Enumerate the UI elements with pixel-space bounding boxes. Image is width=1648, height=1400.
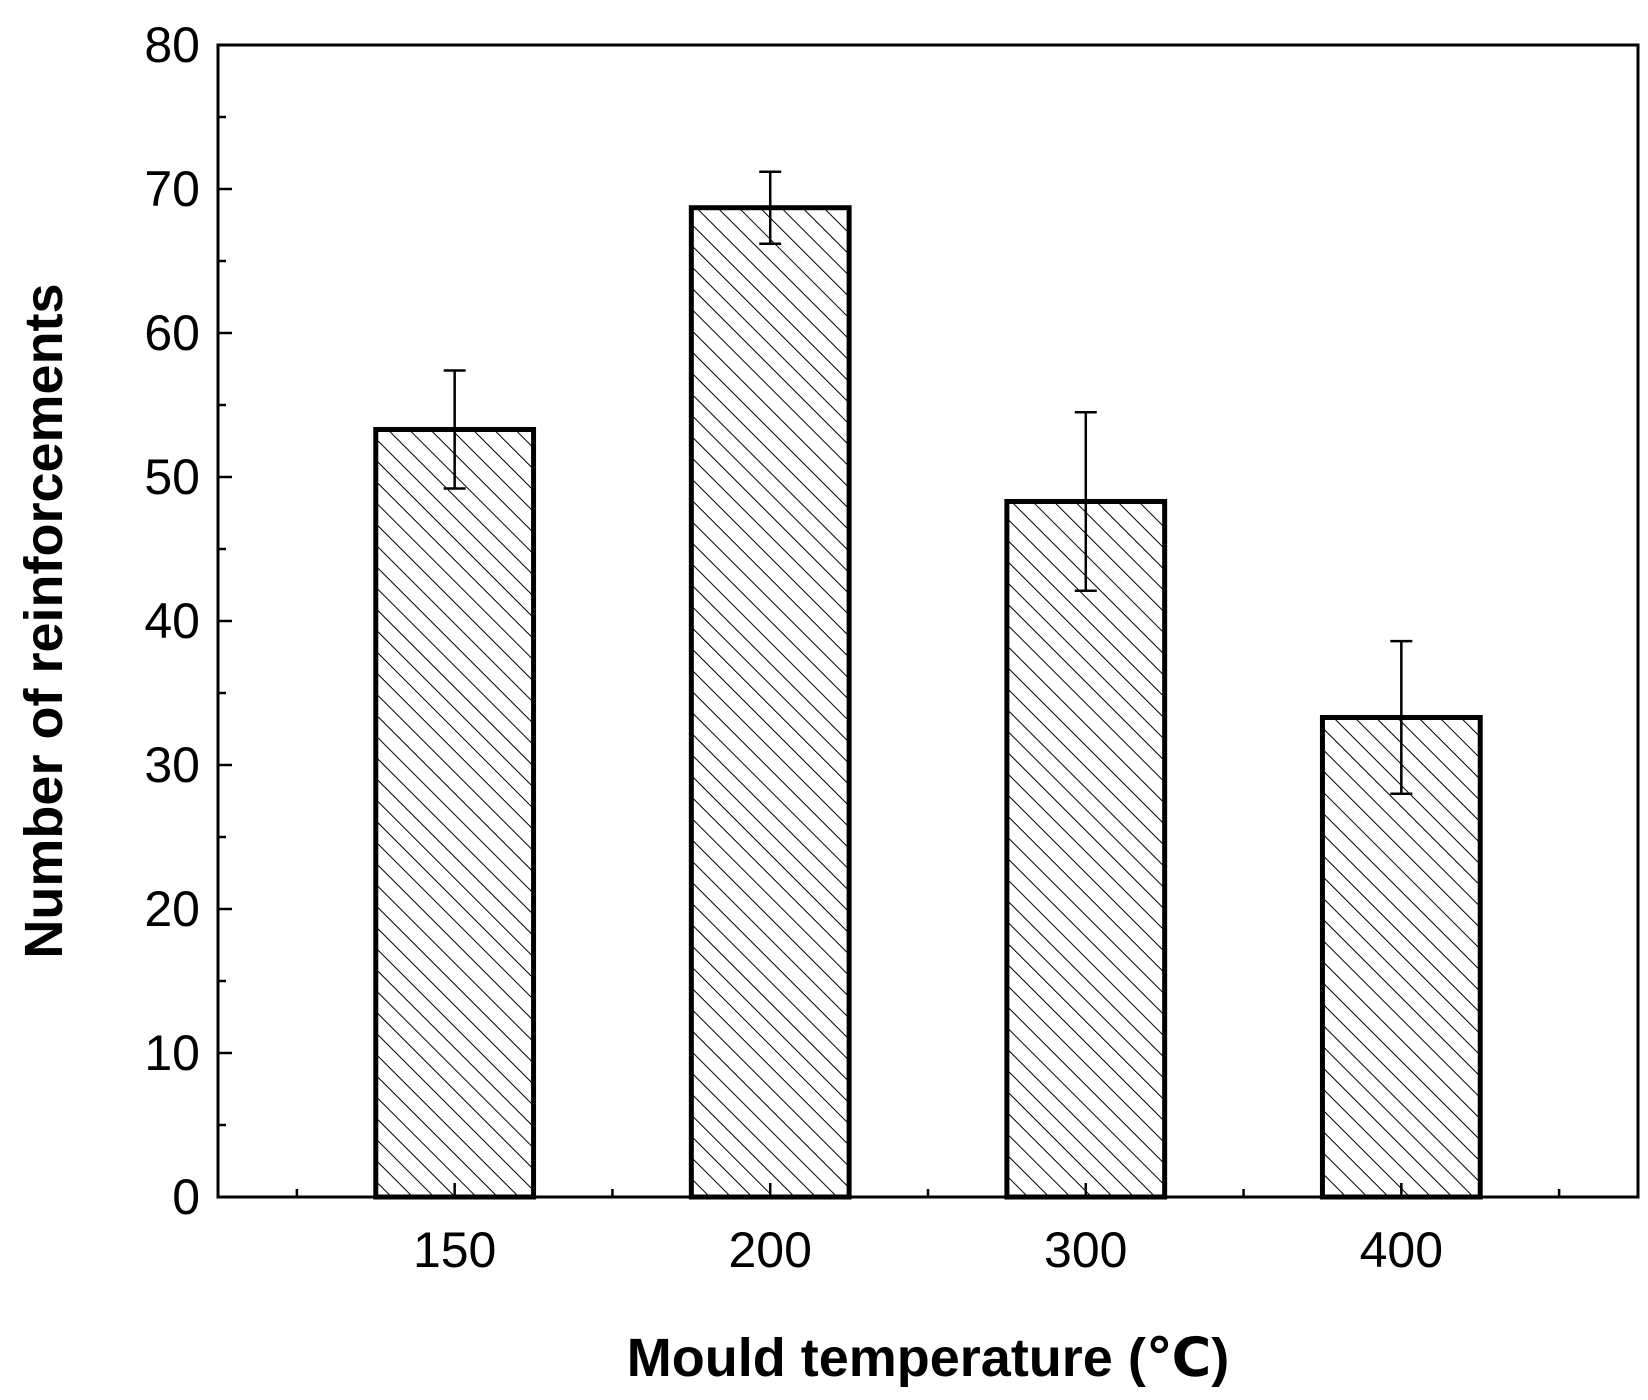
x-tick-label-300: 300 bbox=[1044, 1222, 1127, 1278]
error-bar-200 bbox=[759, 170, 782, 245]
y-tick-label-30: 30 bbox=[144, 737, 200, 793]
x-tick-label-400: 400 bbox=[1360, 1222, 1443, 1278]
bar-400 bbox=[1319, 714, 1483, 1200]
y-tick-label-40: 40 bbox=[144, 593, 200, 649]
error-bar-300 bbox=[1074, 410, 1097, 593]
x-tick-label-200: 200 bbox=[729, 1222, 812, 1278]
y-tick-label-80: 80 bbox=[144, 17, 200, 73]
bar-300 bbox=[1004, 498, 1168, 1200]
error-bar-400 bbox=[1390, 639, 1413, 796]
x-tick-label-150: 150 bbox=[413, 1222, 496, 1278]
bar-200 bbox=[688, 205, 852, 1200]
bar-150 bbox=[373, 426, 537, 1200]
y-tick-label-0: 0 bbox=[172, 1169, 200, 1225]
y-tick-label-60: 60 bbox=[144, 305, 200, 361]
y-axis-title: Number of reinforcements bbox=[14, 283, 74, 958]
x-axis-title: Mould temperature (℃) bbox=[627, 1328, 1229, 1388]
y-tick-label-70: 70 bbox=[144, 161, 200, 217]
error-bar-150 bbox=[443, 369, 466, 490]
y-tick-label-10: 10 bbox=[144, 1025, 200, 1081]
y-tick-label-20: 20 bbox=[144, 881, 200, 937]
y-tick-label-50: 50 bbox=[144, 449, 200, 505]
